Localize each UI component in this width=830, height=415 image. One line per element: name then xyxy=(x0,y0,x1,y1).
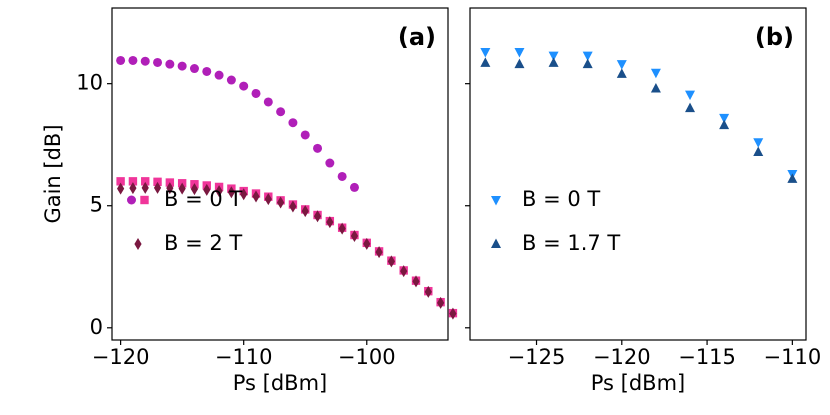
marker xyxy=(116,177,125,186)
panel-label: (b) xyxy=(755,23,794,51)
marker xyxy=(226,75,236,85)
marker xyxy=(153,57,163,67)
legend-marker xyxy=(491,196,501,206)
marker xyxy=(240,188,248,201)
marker xyxy=(650,68,661,79)
marker xyxy=(252,190,260,203)
marker xyxy=(685,102,696,113)
marker xyxy=(263,97,273,107)
marker xyxy=(178,182,186,195)
legend-marker xyxy=(127,195,136,205)
marker xyxy=(719,119,730,130)
marker xyxy=(387,255,395,268)
marker xyxy=(276,107,286,117)
x-axis-label: Ps [dBm] xyxy=(233,371,328,395)
x-tick-label: −125 xyxy=(508,345,566,369)
x-tick-label: −110 xyxy=(764,345,822,369)
marker xyxy=(616,60,627,70)
marker xyxy=(239,81,249,91)
x-tick-label: −120 xyxy=(593,345,651,369)
marker xyxy=(412,275,420,288)
marker xyxy=(753,146,764,157)
legend-marker xyxy=(140,195,149,205)
legend-marker xyxy=(134,238,142,250)
legend-marker xyxy=(491,238,501,248)
y-tick-label: 0 xyxy=(90,315,103,339)
marker xyxy=(400,265,408,278)
marker xyxy=(349,182,359,192)
marker xyxy=(375,246,383,259)
marker xyxy=(202,66,212,76)
x-tick-label: −120 xyxy=(92,345,150,369)
marker xyxy=(277,196,285,209)
y-tick-label: 10 xyxy=(76,71,103,95)
y-axis-label: Gain [dB] xyxy=(41,124,65,223)
marker xyxy=(685,90,696,101)
marker xyxy=(301,205,309,218)
marker xyxy=(300,130,310,140)
marker xyxy=(153,177,162,187)
x-axis-label: Ps [dBm] xyxy=(591,371,686,395)
marker xyxy=(337,171,347,181)
marker xyxy=(251,88,261,98)
marker xyxy=(514,47,525,58)
marker xyxy=(128,55,138,65)
marker xyxy=(189,64,199,74)
marker xyxy=(719,113,730,124)
marker xyxy=(437,296,445,309)
legend-label: B = 2 T xyxy=(164,231,242,255)
marker xyxy=(480,57,491,67)
marker xyxy=(141,181,149,194)
marker xyxy=(363,237,371,250)
marker xyxy=(616,68,627,78)
marker xyxy=(177,61,187,71)
marker xyxy=(203,183,211,196)
marker xyxy=(128,177,138,186)
marker xyxy=(190,183,199,196)
marker xyxy=(313,143,323,153)
marker xyxy=(650,83,661,93)
axes-frame xyxy=(469,7,807,341)
marker xyxy=(548,57,559,67)
marker xyxy=(141,177,150,186)
marker xyxy=(449,307,457,320)
legend-label: B = 0 T xyxy=(522,187,600,211)
marker xyxy=(227,186,235,199)
x-tick-label: −115 xyxy=(678,345,736,369)
marker xyxy=(787,173,798,183)
x-tick-label: −100 xyxy=(338,345,396,369)
legend-label: B = 1.7 T xyxy=(522,231,620,255)
marker xyxy=(165,59,175,69)
marker xyxy=(153,181,162,194)
marker xyxy=(326,216,334,229)
marker xyxy=(264,193,272,206)
marker xyxy=(753,138,764,148)
marker xyxy=(166,182,174,195)
marker xyxy=(140,56,150,66)
marker xyxy=(338,222,346,235)
marker xyxy=(424,285,432,298)
marker xyxy=(116,55,126,65)
marker xyxy=(350,230,359,243)
marker xyxy=(129,182,137,195)
marker xyxy=(582,51,593,62)
marker xyxy=(288,118,298,128)
marker xyxy=(582,58,593,69)
panel-label: (a) xyxy=(398,23,436,51)
marker xyxy=(289,200,297,213)
legend-label: B = 0 T xyxy=(164,187,242,211)
marker xyxy=(514,58,525,69)
marker xyxy=(313,210,322,223)
marker xyxy=(325,158,335,168)
marker xyxy=(480,47,491,58)
marker xyxy=(548,51,559,62)
marker xyxy=(117,182,125,195)
x-tick-label: −110 xyxy=(215,345,273,369)
axes-frame xyxy=(111,7,449,341)
marker xyxy=(215,185,223,198)
y-tick-label: 5 xyxy=(90,193,103,217)
marker xyxy=(214,70,224,80)
